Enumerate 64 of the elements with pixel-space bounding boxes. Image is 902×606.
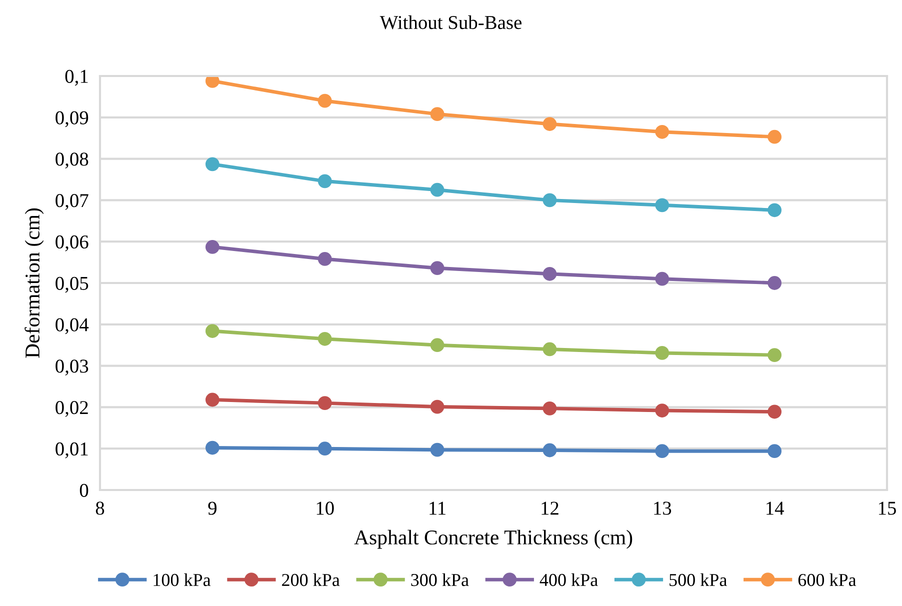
point: [430, 442, 444, 457]
point: [318, 94, 332, 108]
point: [318, 396, 332, 410]
y-tick-label: 0,04: [56, 318, 89, 334]
y-tick-label: 0,09: [56, 111, 88, 128]
point: [205, 76, 220, 88]
point: [205, 392, 220, 407]
x-tick-label: 15: [878, 502, 896, 515]
point: [655, 124, 670, 139]
x-tick-label: 11: [430, 502, 446, 515]
x-tick-label: 12: [542, 502, 558, 515]
x-tick-label: 13: [654, 502, 672, 515]
y-tick-label: 0,02: [56, 401, 88, 417]
point: [205, 240, 220, 254]
point: [318, 174, 332, 188]
point: [655, 404, 670, 418]
point: [205, 324, 220, 338]
y-tick-label: 0: [80, 484, 88, 497]
legend-label: 500 kPa: [670, 573, 727, 586]
y-tick-label: 0,01: [56, 442, 88, 458]
point: [205, 157, 220, 172]
y-axis-title: Deformation (cm): [24, 208, 44, 358]
legend-label: 100 kPa: [154, 573, 211, 586]
point: [318, 252, 332, 266]
point: [542, 193, 557, 208]
legend-label: 600 kPa: [798, 573, 856, 586]
point: [430, 400, 444, 414]
y-tick-label: 0,06: [56, 235, 88, 252]
legend-label: 400 kPa: [540, 573, 598, 586]
y-tick-label: 0,07: [56, 194, 88, 210]
legend-label: 300 kPa: [411, 573, 469, 586]
point: [542, 266, 557, 281]
x-tick-label: 9: [208, 502, 216, 515]
point: [768, 404, 782, 419]
point: [205, 440, 220, 455]
point: [430, 107, 444, 122]
point: [768, 348, 782, 362]
x-tick-label: 8: [96, 502, 104, 515]
x-axis-title: Asphalt Concrete Thickness (cm): [354, 530, 632, 549]
y-tick-label: 0,08: [56, 152, 88, 169]
point: [542, 401, 557, 416]
point: [430, 182, 444, 197]
point: [542, 443, 557, 458]
y-tick-label: 0,03: [56, 360, 88, 376]
y-tick-label: 0,05: [56, 276, 88, 293]
point: [430, 261, 444, 276]
point: [768, 444, 782, 458]
y-tick-label: 0,1: [65, 70, 88, 86]
point: [430, 338, 444, 352]
point: [318, 332, 332, 346]
point: [655, 198, 670, 212]
point: [768, 130, 782, 144]
point: [768, 203, 782, 218]
x-tick-label: 14: [766, 502, 784, 515]
point: [655, 444, 670, 458]
chart-title: Without Sub-Base: [380, 15, 522, 30]
point: [655, 346, 670, 360]
point: [318, 442, 332, 456]
legend-label: 200 kPa: [282, 573, 340, 586]
point: [542, 117, 557, 131]
point: [542, 342, 557, 356]
point: [768, 276, 782, 290]
point: [655, 272, 670, 286]
x-tick-label: 10: [316, 502, 334, 515]
